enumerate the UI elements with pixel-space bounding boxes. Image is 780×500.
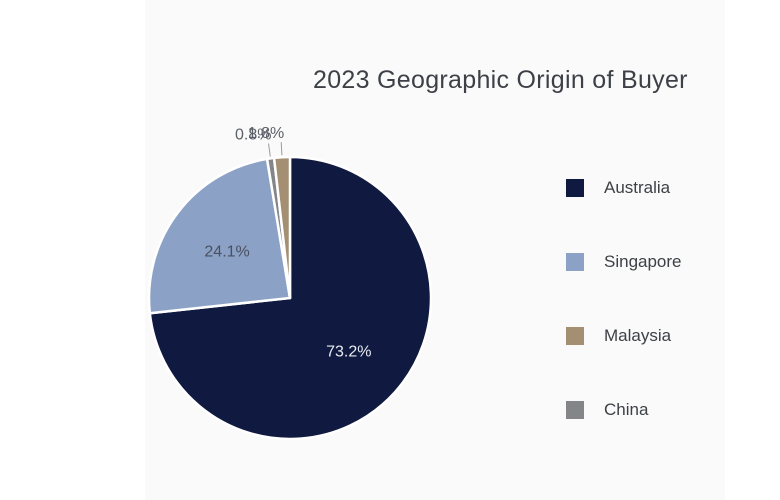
legend-swatch-singapore	[566, 253, 584, 271]
pie-slice-malaysia	[272, 155, 292, 300]
legend-label-malaysia: Malaysia	[604, 326, 672, 345]
data-label-malaysia: 1.8%	[248, 125, 284, 142]
legend-item-malaysia: Malaysia	[566, 325, 682, 347]
legend-item-singapore: Singapore	[566, 251, 682, 273]
legend-label-australia: Australia	[604, 178, 671, 197]
leader-line-malaysia	[280, 142, 283, 156]
legend-label-singapore: Singapore	[604, 252, 682, 271]
legend-swatch-malaysia	[566, 327, 584, 345]
chart-title: 2023 Geographic Origin of Buyer	[313, 66, 688, 94]
legend-label-china: China	[604, 400, 649, 419]
legend: Australia Singapore Malaysia China	[566, 177, 682, 473]
pie-slice-singapore	[147, 157, 292, 315]
legend-item-australia: Australia	[566, 177, 682, 199]
leader-line-china	[268, 143, 271, 157]
data-label-australia: 73.2%	[326, 344, 371, 361]
data-label-china: 0.8%	[235, 127, 271, 144]
legend-swatch-australia	[566, 179, 584, 197]
data-label-singapore: 24.1%	[204, 243, 249, 260]
legend-swatch-china	[566, 401, 584, 419]
legend-item-china: China	[566, 399, 682, 421]
